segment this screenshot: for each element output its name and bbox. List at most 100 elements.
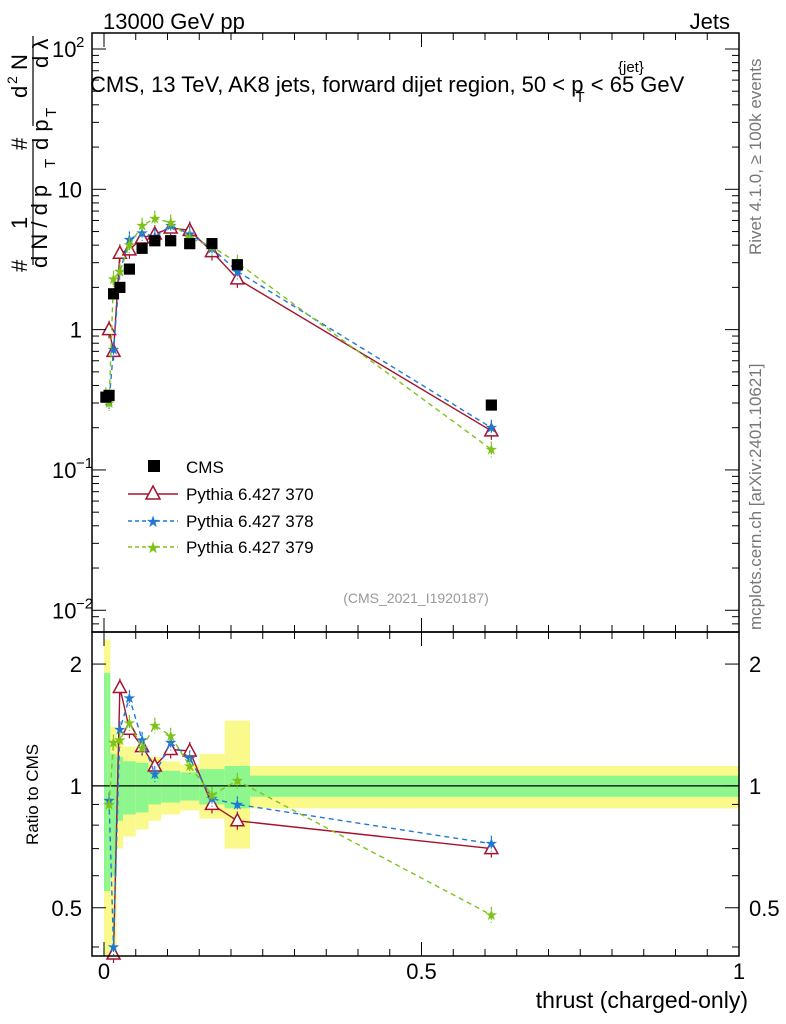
cms-point: [231, 259, 243, 271]
band-inner-bin: [104, 673, 108, 892]
ratio-370-point: [147, 757, 163, 772]
ratio-378-point: ★: [148, 765, 161, 783]
svg-text:T: T: [43, 108, 60, 117]
main-ytick-label: 1: [70, 318, 82, 343]
ratio-379-point: ★: [231, 772, 244, 790]
ratio-379-point: ★: [164, 727, 177, 745]
legend-label-370: Pythia 6.427 370: [186, 485, 314, 504]
ratio-378-point: ★: [135, 731, 148, 749]
xtick-label: 0: [98, 959, 110, 984]
ratio-379-point: ★: [123, 714, 136, 732]
main-378-point: ★: [485, 419, 498, 437]
cms-points: [100, 235, 497, 411]
band-inner-bin: [107, 673, 111, 892]
svg-text:d: d: [7, 86, 32, 98]
main-ylabel: # 1 d N / d p T # d p T d 2 N d λ: [4, 36, 60, 272]
ratio-379-point: ★: [485, 906, 498, 924]
ratio-379-point: ★: [107, 734, 120, 752]
band-inner-bin: [110, 753, 117, 876]
ratio-ytick-label-right: 1: [749, 774, 761, 799]
main-370-point: [101, 321, 117, 336]
main-ytick-label: 10: [58, 177, 82, 202]
cms-point: [149, 235, 161, 247]
main-378-line: [105, 224, 492, 429]
svg-text:2: 2: [4, 76, 20, 84]
ratio-378-point: ★: [123, 689, 136, 707]
cms-point: [103, 389, 115, 401]
main-ytick-label: 10: [52, 37, 76, 62]
ratio-379-point: ★: [113, 731, 126, 749]
ratio-378-point: ★: [231, 795, 244, 813]
ratio-frame: [91, 631, 740, 957]
main-ytick-label-exp: −2: [76, 595, 93, 612]
main-379-point: ★: [148, 209, 161, 227]
analysis-watermark: (CMS_2021_I1920187): [343, 590, 489, 606]
svg-text:T: T: [42, 159, 59, 168]
cms-point: [136, 242, 148, 254]
mcplots-label: mcplots.cern.ch [arXiv:2401.10621]: [746, 364, 765, 630]
ratio-379-point: ★: [135, 739, 148, 757]
band-inner-bin: [116, 756, 124, 821]
svg-text:d N / d p: d N / d p: [27, 185, 52, 268]
legend-label-cms: CMS: [186, 458, 224, 477]
xtick-label: 0.5: [406, 959, 437, 984]
main-379-point: ★: [113, 262, 126, 280]
band-inner-bin: [161, 770, 181, 803]
xtick-label: 1: [733, 959, 745, 984]
main-370-line: [108, 227, 492, 432]
svg-text:d λ: d λ: [28, 39, 53, 68]
plot-title: CMS, 13 TeV, AK8 jets, forward dijet reg…: [90, 72, 685, 106]
header-right: Jets: [690, 9, 730, 34]
main-379-point: ★: [135, 217, 148, 235]
cms-point: [485, 399, 497, 411]
ratio-ytick-label-right: 2: [749, 652, 761, 677]
legend-label-378: Pythia 6.427 378: [186, 512, 314, 531]
band-inner-bin: [123, 761, 136, 815]
ratio-379-point: ★: [148, 717, 161, 735]
ratio-378-point: ★: [164, 734, 177, 752]
svg-text:d p: d p: [28, 119, 53, 150]
main-378-point: ★: [107, 341, 120, 359]
cms-point: [165, 235, 177, 247]
ratio-ytick-label: 1: [70, 774, 82, 799]
svg-text:#: #: [7, 259, 32, 272]
cms-point: [184, 238, 196, 250]
svg-text:N: N: [7, 54, 32, 70]
ratio-379-line: [108, 721, 492, 916]
cms-point: [108, 288, 120, 300]
x-axis-label: thrust (charged-only): [536, 987, 748, 1013]
legend-marker-379: ★: [146, 540, 160, 557]
ratio-379-point: ★: [102, 795, 115, 813]
cms-point: [206, 238, 218, 250]
ratio-370-point: [112, 678, 128, 694]
main-ytick-label-exp: −1: [76, 455, 93, 472]
title-superscript: {jet}: [618, 59, 644, 76]
ratio-ytick-label-right: 0.5: [749, 896, 780, 921]
svg-text:#: #: [7, 137, 32, 150]
header-left: 13000 GeV pp: [103, 9, 245, 34]
band-inner-bin: [135, 762, 149, 813]
ratio-378-point: ★: [107, 938, 120, 956]
rivet-label: Rivet 4.1.0, ≥ 100k events: [746, 59, 765, 255]
ratio-370-point: [229, 812, 246, 827]
main-ytick-label-exp: 2: [76, 34, 84, 51]
ratio-ylabel: Ratio to CMS: [23, 744, 42, 845]
ratio-378-point: ★: [485, 835, 498, 853]
legend-marker-370: [144, 484, 162, 500]
legend: CMS Pythia 6.427 370 ★ Pythia 6.427 378 …: [128, 458, 314, 557]
main-379-point: ★: [123, 236, 136, 254]
svg-text:1: 1: [7, 217, 32, 229]
main-379-point: ★: [164, 214, 177, 232]
cms-point: [123, 263, 135, 275]
main-370-point: [229, 270, 246, 285]
legend-marker-378: ★: [146, 514, 160, 531]
ratio-379-point: ★: [205, 786, 218, 804]
main-ytick-label: 10: [52, 458, 76, 483]
band-inner-bin: [148, 769, 162, 805]
main-379-line: [105, 217, 492, 451]
ratio-ytick-label: 0.5: [51, 896, 82, 921]
legend-marker-cms: [148, 460, 160, 472]
main-379-point: ★: [485, 440, 498, 458]
main-ytick-label: 10: [52, 598, 76, 623]
